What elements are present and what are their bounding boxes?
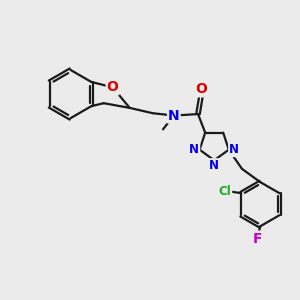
Text: O: O [107,80,118,94]
Text: N: N [229,143,239,156]
Text: F: F [253,232,263,246]
Text: N: N [209,159,219,172]
Text: Cl: Cl [219,185,231,198]
Text: N: N [189,143,199,156]
Text: O: O [196,82,208,96]
Text: N: N [168,109,180,122]
